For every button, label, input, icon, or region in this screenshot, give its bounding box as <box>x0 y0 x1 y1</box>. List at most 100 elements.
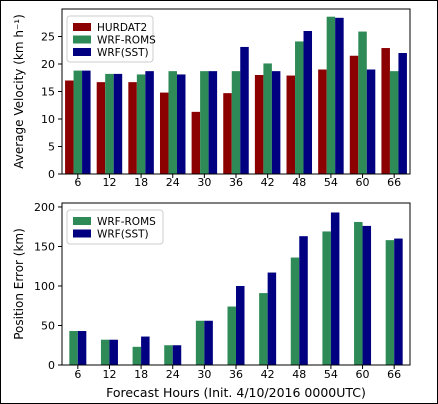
y-tick-label: 25 <box>41 31 55 44</box>
x-tick-label: 12 <box>102 368 116 381</box>
y-tick-label: 100 <box>34 280 55 293</box>
x-tick-label: 48 <box>292 368 306 381</box>
bar-wrf-roms-54 <box>326 16 336 175</box>
bar-hurdat2-24 <box>159 92 169 174</box>
legend-swatch-1 <box>73 229 91 238</box>
x-tick-label: 24 <box>166 176 180 189</box>
bar-hurdat2-36 <box>223 93 232 174</box>
bar-wrf-roms-48 <box>290 257 300 365</box>
velocity-chart: 0 5 10 15 20 25 6 12 18 24 30 36 42 48 54 60 66 Average V… <box>12 8 411 189</box>
bar-wrf-sst--18 <box>141 336 150 365</box>
bar-hurdat2-66 <box>381 48 390 174</box>
x-tick-label: 36 <box>229 176 243 189</box>
x-tick-label: 60 <box>356 368 370 381</box>
bar-wrf-roms-48 <box>295 41 304 175</box>
x-tick-label: 6 <box>74 368 81 381</box>
x-tick-label: 66 <box>387 368 401 381</box>
bar-wrf-roms-30 <box>200 71 209 174</box>
bar-wrf-roms-36 <box>227 306 236 365</box>
bar-wrf-sst--48 <box>303 31 313 174</box>
bar-wrf-sst--42 <box>267 272 277 365</box>
legend-swatch-1 <box>73 35 91 44</box>
x-tick-label: 30 <box>197 176 211 189</box>
bar-wrf-sst--54 <box>335 17 344 174</box>
bar-wrf-roms-54 <box>322 231 331 365</box>
bar-wrf-roms-18 <box>136 74 146 174</box>
bar-wrf-roms-42 <box>263 63 272 175</box>
y-tick-label: 5 <box>48 141 55 154</box>
bar-hurdat2-6 <box>65 80 74 174</box>
x-tick-label: 42 <box>261 176 275 189</box>
bar-wrf-sst--60 <box>366 69 376 174</box>
bar-wrf-roms-24 <box>168 71 177 174</box>
bar-wrf-roms-60 <box>358 31 367 174</box>
legend-label-2: WRF(SST) <box>97 47 149 59</box>
y-tick-label: 150 <box>34 240 55 253</box>
bar-wrf-roms-42 <box>259 293 268 365</box>
legend-swatch-2 <box>73 48 91 56</box>
x-tick-label: 30 <box>197 368 211 381</box>
y-tick-label: 20 <box>41 58 55 71</box>
bar-wrf-sst--6 <box>82 70 91 174</box>
bar-hurdat2-30 <box>191 111 201 174</box>
legend-label-0: WRF-ROMS <box>97 216 156 228</box>
bar-wrf-sst--6 <box>77 331 87 365</box>
y-axis-label: Position Error (km) <box>12 228 26 340</box>
bar-wrf-sst--36 <box>236 285 245 365</box>
x-tick-label: 6 <box>74 176 81 189</box>
y-axis-label: Average Velocity (km h⁻¹) <box>12 14 26 169</box>
bar-wrf-sst--66 <box>394 238 403 365</box>
bar-wrf-sst--12 <box>113 73 123 174</box>
bar-wrf-sst--12 <box>109 339 118 365</box>
x-axis-label: Forecast Hours (Init. 4/10/2016 0000UTC) <box>106 385 366 400</box>
bar-wrf-sst--36 <box>240 46 249 175</box>
bar-wrf-roms-24 <box>164 345 173 365</box>
bar-wrf-roms-12 <box>100 339 110 365</box>
y-tick-label: 0 <box>48 168 55 181</box>
legend-label-1: WRF-ROMS <box>97 35 156 47</box>
x-tick-label: 36 <box>229 368 243 381</box>
bar-wrf-sst--54 <box>330 212 340 365</box>
bar-wrf-roms-12 <box>105 73 114 174</box>
x-tick-label: 54 <box>324 176 338 189</box>
bar-wrf-sst--18 <box>145 71 154 174</box>
bar-wrf-roms-66 <box>389 71 399 174</box>
bar-hurdat2-54 <box>318 69 327 174</box>
bar-hurdat2-18 <box>128 82 137 174</box>
legend-swatch-0 <box>73 23 91 31</box>
bar-wrf-roms-6 <box>73 70 83 174</box>
bar-wrf-sst--24 <box>176 74 186 174</box>
position-error-chart: 0 50 100 150 200 6 12 18 24 30 36 42 48 54 60 66 Positio… <box>12 201 411 400</box>
x-tick-label: 48 <box>292 176 306 189</box>
bar-hurdat2-12 <box>96 82 106 174</box>
x-tick-label: 54 <box>324 368 338 381</box>
bar-wrf-roms-66 <box>385 240 395 365</box>
legend-label-1: WRF(SST) <box>97 229 149 241</box>
bar-wrf-sst--30 <box>208 71 218 174</box>
bar-wrf-sst--66 <box>398 53 407 174</box>
y-tick-label: 50 <box>41 319 55 332</box>
x-tick-label: 66 <box>387 176 401 189</box>
x-tick-label: 42 <box>261 368 275 381</box>
x-tick-label: 18 <box>134 368 148 381</box>
legend-label-0: HURDAT2 <box>97 22 147 34</box>
bar-hurdat2-48 <box>286 75 296 174</box>
bar-wrf-sst--60 <box>362 225 372 365</box>
x-tick-label: 18 <box>134 176 148 189</box>
bar-wrf-roms-6 <box>69 331 78 365</box>
bar-wrf-roms-18 <box>132 346 142 365</box>
legend-swatch-0 <box>73 217 91 225</box>
bar-wrf-sst--48 <box>299 236 308 365</box>
bar-wrf-roms-36 <box>231 71 241 174</box>
bar-wrf-roms-60 <box>354 221 363 365</box>
y-tick-label: 15 <box>41 86 55 99</box>
bar-wrf-sst--42 <box>271 71 281 174</box>
x-tick-label: 12 <box>102 176 116 189</box>
y-tick-label: 0 <box>48 359 55 372</box>
x-tick-label: 24 <box>166 368 180 381</box>
y-tick-label: 10 <box>41 113 55 126</box>
